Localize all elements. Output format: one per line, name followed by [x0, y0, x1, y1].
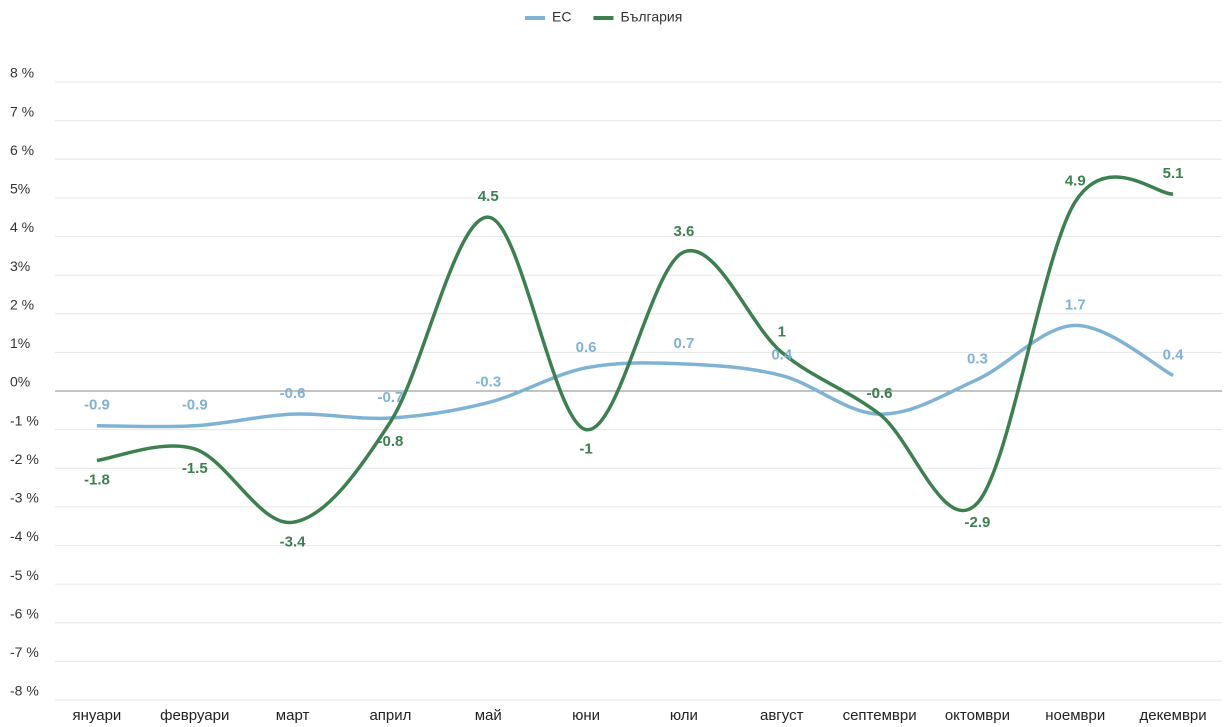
x-tick-label: септември [843, 707, 917, 724]
data-label: 5.1 [1163, 165, 1184, 182]
y-tick-label: 2 % [10, 296, 34, 312]
data-label: 0.7 [673, 335, 694, 352]
data-label: 1.7 [1065, 296, 1086, 313]
x-tick-label: януари [73, 707, 122, 724]
data-label: -0.6 [280, 385, 306, 402]
data-label: -0.9 [84, 397, 110, 414]
x-tick-label: декември [1139, 707, 1206, 724]
y-tick-label: 8 % [10, 65, 34, 81]
x-tick-label: февруари [160, 707, 229, 724]
y-tick-label: -6 % [10, 605, 39, 621]
data-label: -1.8 [84, 471, 110, 488]
x-tick-label: март [276, 707, 310, 724]
data-label: 0.4 [771, 347, 793, 364]
y-tick-label: -5 % [10, 567, 39, 583]
data-label: -0.6 [867, 385, 893, 402]
line-series [96, 175, 1174, 525]
data-label: 3.6 [673, 223, 694, 240]
data-label: -1 [579, 441, 592, 458]
data-label: -0.9 [182, 397, 208, 414]
x-tick-label: ноември [1045, 707, 1105, 724]
data-label: -3.4 [280, 533, 307, 550]
y-tick-label: -2 % [10, 451, 39, 467]
data-label: -0.3 [475, 374, 501, 391]
data-label: -1.5 [182, 460, 208, 477]
y-tick-label: -3 % [10, 490, 39, 506]
y-tick-label: 5% [10, 181, 30, 197]
data-label: -0.6 [867, 385, 893, 402]
data-label: 4.9 [1065, 173, 1086, 190]
legend-label: България [620, 9, 682, 25]
data-label: 4.5 [478, 188, 499, 205]
y-tick-label: 0% [10, 374, 30, 390]
y-tick-label: 4 % [10, 219, 34, 235]
data-label: -2.9 [964, 514, 990, 531]
data-label: 1 [778, 323, 786, 340]
data-label: 0.6 [576, 339, 597, 356]
line-series [96, 323, 1174, 429]
x-tick-label: април [369, 707, 411, 724]
y-tick-label: -4 % [10, 528, 39, 544]
y-tick-label: 1% [10, 335, 30, 351]
x-tick-label: юни [572, 707, 600, 724]
y-tick-label: -8 % [10, 683, 39, 699]
x-tick-label: август [760, 707, 804, 724]
data-label: -0.8 [377, 433, 403, 450]
data-label: 0.4 [1163, 347, 1185, 364]
y-tick-label: -1 % [10, 412, 39, 428]
y-tick-label: 3% [10, 258, 30, 274]
y-tick-label: -7 % [10, 644, 39, 660]
x-tick-label: май [475, 707, 502, 724]
data-label: 0.3 [967, 350, 988, 367]
data-label: -0.7 [377, 389, 403, 406]
legend-label: ЕС [552, 9, 571, 25]
x-tick-label: юли [670, 707, 698, 724]
y-tick-label: 7 % [10, 103, 34, 119]
x-tick-label: октомври [945, 707, 1010, 724]
y-tick-label: 6 % [10, 142, 34, 158]
